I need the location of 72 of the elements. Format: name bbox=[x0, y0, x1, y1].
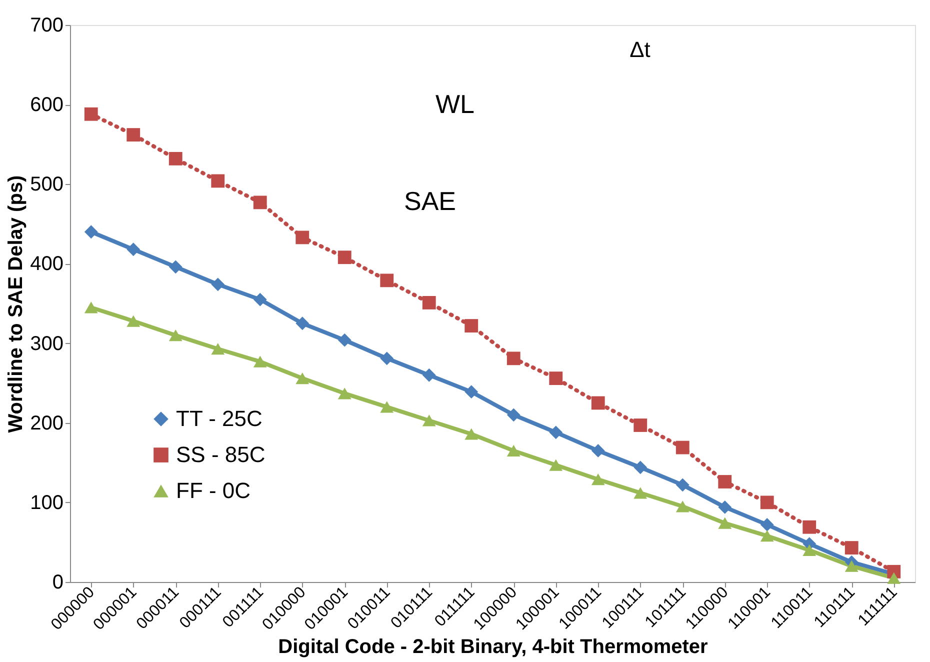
point bbox=[126, 242, 140, 256]
point bbox=[844, 541, 858, 554]
point bbox=[168, 152, 182, 166]
y-tick-label: 700 bbox=[30, 14, 64, 36]
annotation: WL bbox=[436, 89, 474, 119]
point bbox=[211, 343, 225, 355]
point bbox=[84, 302, 98, 314]
point bbox=[296, 316, 310, 330]
point bbox=[760, 530, 774, 542]
legend-label: FF - 0C bbox=[176, 478, 251, 503]
point bbox=[422, 414, 436, 426]
point bbox=[296, 372, 310, 384]
point bbox=[802, 520, 816, 534]
point bbox=[506, 352, 520, 366]
point bbox=[760, 496, 774, 510]
point bbox=[718, 475, 732, 488]
point bbox=[380, 352, 394, 366]
point bbox=[549, 426, 563, 440]
point bbox=[549, 372, 563, 386]
y-tick-label: 600 bbox=[30, 94, 64, 116]
point bbox=[126, 315, 140, 327]
point bbox=[718, 517, 732, 529]
y-tick-label: 400 bbox=[30, 253, 64, 276]
y-tick-label: 300 bbox=[30, 332, 64, 355]
point bbox=[760, 518, 774, 532]
point bbox=[126, 128, 140, 142]
point bbox=[211, 278, 225, 292]
point bbox=[211, 174, 225, 188]
point bbox=[634, 487, 648, 499]
point bbox=[676, 478, 690, 492]
point bbox=[464, 428, 478, 440]
point bbox=[844, 560, 858, 572]
point bbox=[634, 418, 648, 432]
point bbox=[380, 401, 394, 413]
point bbox=[168, 260, 182, 274]
point bbox=[549, 459, 563, 471]
point bbox=[718, 500, 732, 514]
point bbox=[338, 250, 352, 264]
point bbox=[634, 460, 648, 474]
point bbox=[506, 444, 520, 457]
point bbox=[591, 444, 605, 458]
legend-label: TT - 25C bbox=[176, 406, 262, 431]
point bbox=[422, 296, 436, 310]
point bbox=[84, 225, 98, 239]
annotation: SAE bbox=[404, 186, 456, 216]
y-tick-label: 200 bbox=[30, 412, 64, 434]
legend-label: SS - 85C bbox=[176, 442, 266, 467]
point bbox=[422, 368, 436, 382]
point bbox=[464, 319, 478, 332]
y-tick-label: 100 bbox=[30, 492, 64, 514]
point bbox=[676, 500, 690, 512]
y-tick-label: 500 bbox=[30, 174, 64, 196]
point bbox=[591, 474, 605, 486]
point bbox=[168, 330, 182, 342]
point bbox=[296, 230, 310, 244]
point bbox=[253, 196, 267, 210]
point bbox=[802, 544, 816, 556]
point bbox=[84, 107, 98, 121]
point bbox=[380, 274, 394, 288]
point bbox=[887, 572, 901, 584]
point bbox=[338, 388, 352, 400]
y-tick-label: 0 bbox=[52, 572, 64, 594]
point bbox=[676, 440, 690, 454]
point bbox=[506, 408, 520, 422]
point bbox=[464, 385, 478, 399]
point bbox=[253, 356, 267, 368]
point bbox=[591, 396, 605, 410]
point bbox=[338, 333, 352, 347]
x-axis-title: Digital Code - 2-bit Binary, 4-bit Thermometer bbox=[278, 636, 708, 658]
y-axis-title: Wordline to SAE Delay (ps) bbox=[5, 175, 28, 433]
annotation: Δt bbox=[630, 37, 650, 62]
point bbox=[253, 292, 267, 306]
